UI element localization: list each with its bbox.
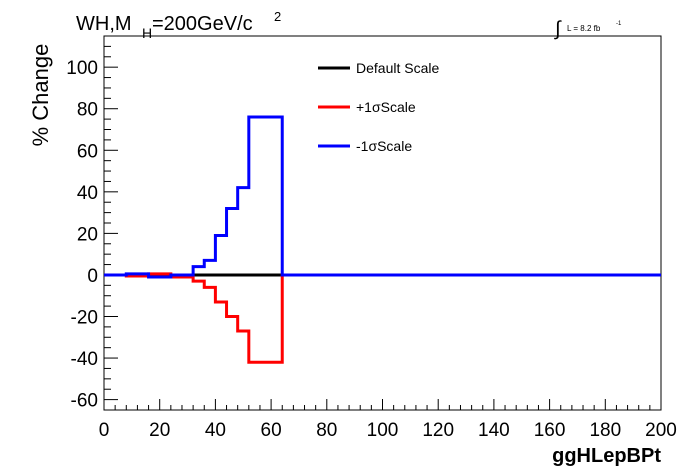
x-tick-label: 100 <box>367 420 399 441</box>
series-line-1 <box>104 272 661 364</box>
luminosity-label: ∫ L = 8.2 fb -1 <box>554 18 622 40</box>
x-tick-label: 80 <box>316 420 337 441</box>
y-tick-label: -20 <box>71 308 98 329</box>
x-axis-label: ggHLepBPt <box>552 445 661 467</box>
title-subscript: H <box>142 25 152 41</box>
x-tick-label: 140 <box>478 420 510 441</box>
legend-label-1: +1σScale <box>356 99 416 115</box>
y-axis-label: % Change <box>28 44 53 147</box>
title-superscript: 2 <box>274 9 281 24</box>
y-tick-label: -40 <box>71 349 98 370</box>
series-group <box>104 115 661 364</box>
y-tick-label: 100 <box>66 58 98 79</box>
y-tick-label: 20 <box>77 224 98 245</box>
series-line-2 <box>104 115 661 279</box>
chart-title: WH,M H =200GeV/c 2 <box>76 9 281 41</box>
title-rest: =200GeV/c <box>152 13 253 35</box>
x-tick-label: 180 <box>589 420 621 441</box>
x-tick-label: 40 <box>205 420 226 441</box>
legend-label-0: Default Scale <box>356 60 439 76</box>
integral-sign: ∫ <box>554 18 562 40</box>
title-main: WH,M <box>76 13 132 35</box>
legend-label-2: -1σScale <box>356 138 412 154</box>
plot-frame <box>103 35 662 411</box>
x-tick-label: 200 <box>645 420 677 441</box>
axis-ticks: 0 20 40 60 80 100 120 140 160 180 200 -60 -40 -20 0 20 4… <box>66 35 677 441</box>
x-tick-label: 160 <box>534 420 566 441</box>
x-tick-label: 0 <box>99 420 110 441</box>
y-tick-label: -60 <box>71 391 98 412</box>
lumi-text: L = 8.2 fb <box>567 24 601 33</box>
y-tick-label: 60 <box>77 141 98 162</box>
x-tick-label: 120 <box>422 420 454 441</box>
y-tick-label: 40 <box>77 183 98 204</box>
y-tick-label: 80 <box>77 100 98 121</box>
y-tick-label: 0 <box>87 266 98 287</box>
lumi-superscript: -1 <box>616 21 622 27</box>
x-tick-label: 20 <box>149 420 170 441</box>
legend: Default Scale +1σScale -1σScale <box>318 60 439 154</box>
x-tick-label: 60 <box>261 420 282 441</box>
